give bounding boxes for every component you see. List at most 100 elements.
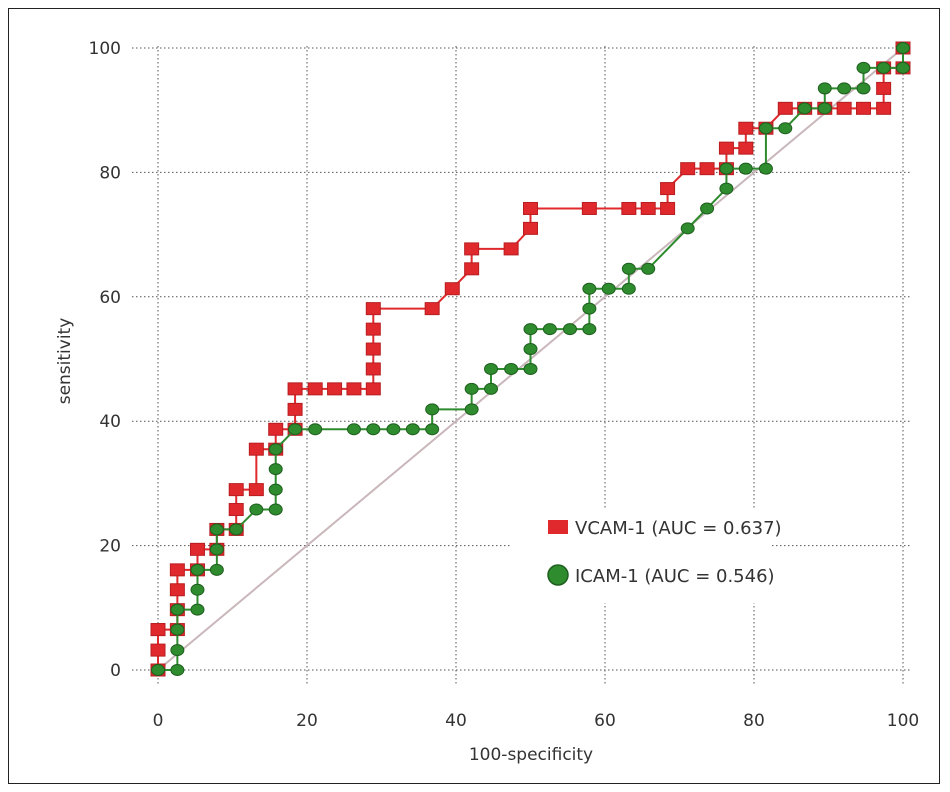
- data-point-square: [150, 643, 166, 657]
- data-point-square: [876, 81, 892, 95]
- data-point-circle: [817, 102, 832, 115]
- data-point-circle: [464, 403, 479, 416]
- data-point-circle: [758, 162, 773, 175]
- data-point-circle: [209, 523, 224, 536]
- data-point-circle: [876, 61, 891, 74]
- data-point-square: [228, 483, 244, 497]
- x-tick-label: 100: [887, 711, 919, 731]
- data-point-circle: [170, 644, 185, 657]
- y-tick-label: 0: [110, 661, 121, 681]
- data-point-circle: [758, 122, 773, 135]
- legend-circle-marker: [547, 564, 569, 586]
- data-point-circle: [700, 202, 715, 215]
- y-tick-label: 20: [99, 537, 121, 557]
- data-point-square: [856, 101, 872, 115]
- data-point-square: [660, 201, 676, 215]
- data-point-square: [738, 121, 754, 135]
- data-point-circle: [209, 563, 224, 576]
- data-point-circle: [641, 262, 656, 275]
- data-point-square: [346, 382, 362, 396]
- legend-label-vcam: VCAM-1 (AUC = 0.637): [575, 518, 782, 539]
- data-point-square: [248, 483, 264, 497]
- data-point-circle: [621, 262, 636, 275]
- data-point-square: [365, 362, 381, 376]
- data-point-square: [680, 162, 696, 176]
- data-point-circle: [288, 423, 303, 436]
- data-point-circle: [190, 583, 205, 596]
- data-point-circle: [268, 443, 283, 456]
- data-point-circle: [582, 282, 597, 295]
- data-point-circle: [797, 102, 812, 115]
- data-point-circle: [719, 162, 734, 175]
- data-point-circle: [346, 423, 361, 436]
- data-point-circle: [837, 82, 852, 95]
- data-point-square: [836, 101, 852, 115]
- data-point-circle: [738, 162, 753, 175]
- data-point-circle: [268, 503, 283, 516]
- data-point-circle: [523, 362, 538, 375]
- data-point-circle: [386, 423, 401, 436]
- data-point-circle: [582, 302, 597, 315]
- data-point-circle: [464, 382, 479, 395]
- data-point-circle: [856, 82, 871, 95]
- data-point-circle: [856, 61, 871, 74]
- data-point-circle: [778, 122, 793, 135]
- data-point-circle: [523, 343, 538, 356]
- data-point-square: [365, 322, 381, 336]
- x-axis-label: 100-specificity: [469, 745, 593, 765]
- data-point-square: [660, 182, 676, 196]
- series-layer: [150, 41, 911, 677]
- data-point-square: [365, 382, 381, 396]
- data-point-square: [268, 422, 284, 436]
- data-point-circle: [817, 82, 832, 95]
- y-tick-label: 40: [99, 412, 121, 432]
- y-tick-label: 80: [99, 163, 121, 183]
- axis-ticks: 0 20 40 60 80 100 0 20 40 60 80 100: [89, 39, 920, 731]
- y-tick-label: 100: [89, 39, 121, 59]
- data-point-square: [699, 162, 715, 176]
- data-point-circle: [229, 523, 244, 536]
- data-point-circle: [680, 222, 695, 235]
- legend: VCAM-1 (AUC = 0.637) ICAM-1 (AUC = 0.546…: [512, 509, 782, 603]
- x-tick-label: 20: [296, 711, 318, 731]
- data-point-square: [464, 242, 480, 256]
- data-point-circle: [268, 463, 283, 476]
- data-point-circle: [405, 423, 420, 436]
- data-point-circle: [896, 42, 910, 54]
- x-tick-label: 40: [445, 711, 467, 731]
- data-point-circle: [425, 423, 440, 436]
- data-point-square: [287, 382, 303, 396]
- x-tick-label: 80: [743, 711, 765, 731]
- data-point-square: [424, 302, 440, 316]
- data-point-square: [365, 342, 381, 356]
- y-tick-label: 60: [99, 288, 121, 308]
- series-icam-1: [151, 42, 910, 676]
- data-point-circle: [268, 483, 283, 496]
- data-point-square: [503, 242, 519, 256]
- data-point-circle: [170, 603, 185, 616]
- data-point-circle: [523, 323, 538, 336]
- x-tick-label: 0: [153, 711, 164, 731]
- data-point-square: [365, 302, 381, 316]
- data-point-circle: [308, 423, 323, 436]
- data-point-circle: [484, 362, 499, 375]
- data-point-square: [189, 542, 205, 556]
- data-point-circle: [190, 563, 205, 576]
- data-point-circle: [209, 543, 224, 556]
- data-point-circle: [504, 362, 519, 375]
- data-point-square: [581, 201, 597, 215]
- data-point-square: [287, 402, 303, 416]
- data-point-circle: [484, 382, 499, 395]
- data-point-circle: [366, 423, 381, 436]
- data-point-circle: [249, 503, 264, 516]
- data-point-circle: [896, 61, 910, 74]
- data-point-circle: [151, 664, 165, 676]
- data-point-square: [738, 141, 754, 155]
- data-point-circle: [170, 623, 185, 636]
- data-point-square: [523, 221, 538, 235]
- data-point-square: [228, 503, 244, 517]
- data-point-square: [876, 101, 892, 115]
- data-point-circle: [621, 282, 636, 295]
- data-point-circle: [542, 323, 557, 336]
